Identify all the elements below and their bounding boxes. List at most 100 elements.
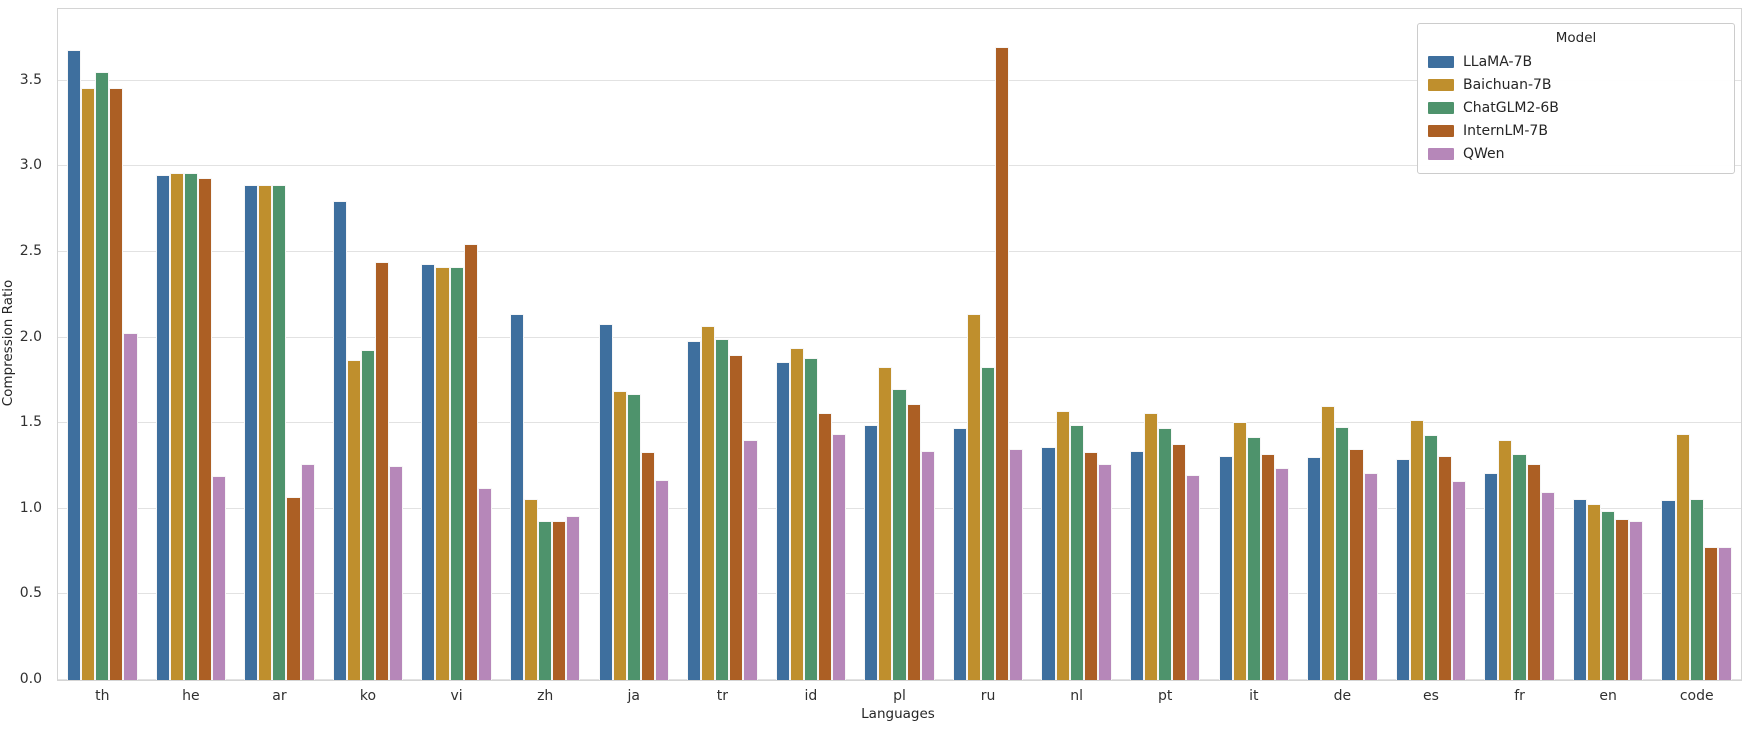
x-tick-label-ar: ar (272, 688, 287, 704)
bar-LLaMA-7B-tr (687, 341, 702, 680)
bar-QWen-ja (654, 479, 669, 680)
legend-title: Model (1555, 30, 1597, 46)
bar-Baichuan-7B-es (1409, 419, 1424, 680)
bar-QWen-nl (1097, 464, 1112, 680)
x-axis-label: Languages (861, 706, 935, 722)
bar-InternLM-7B-ko (375, 262, 390, 680)
bar-group-code: code (1652, 9, 1741, 704)
x-tick-label-de: de (1333, 688, 1352, 704)
bar-Baichuan-7B-vi (435, 267, 450, 680)
bar-QWen-de (1363, 472, 1378, 680)
bar-InternLM-7B-fr (1526, 464, 1541, 680)
y-tick-label: 0.0 (19, 671, 42, 687)
bar-LLaMA-7B-ar (244, 185, 259, 680)
bar-InternLM-7B-vi (463, 243, 478, 680)
bar-ChatGLM2-6B-nl (1069, 424, 1084, 680)
legend-label: ChatGLM2-6B (1463, 99, 1559, 116)
bar-InternLM-7B-code (1703, 546, 1718, 680)
bar-QWen-pt (1186, 474, 1201, 680)
bar-QWen-id (832, 433, 847, 680)
legend-swatch-icon (1428, 78, 1454, 91)
bar-QWen-es (1452, 481, 1467, 680)
bar-InternLM-7B-es (1438, 455, 1453, 680)
gridline (58, 336, 1741, 338)
bar-QWen-ru (1009, 448, 1024, 680)
y-tick-label: 2.0 (19, 328, 42, 345)
bar-ChatGLM2-6B-code (1689, 498, 1704, 680)
bar-LLaMA-7B-es (1395, 459, 1410, 680)
bar-QWen-pl (920, 450, 935, 680)
bar-Baichuan-7B-it (1232, 421, 1247, 680)
bar-Baichuan-7B-he (169, 173, 184, 680)
legend-label: QWen (1463, 145, 1505, 162)
bar-Baichuan-7B-id (789, 347, 804, 680)
bar-LLaMA-7B-id (775, 361, 790, 680)
bar-ChatGLM2-6B-en (1601, 510, 1616, 680)
bar-LLaMA-7B-ja (598, 323, 613, 680)
legend-item: QWen (1428, 142, 1724, 165)
bar-InternLM-7B-ja (640, 452, 655, 680)
bar-group-id: id (767, 9, 856, 704)
bar-QWen-it (1274, 467, 1290, 680)
bar-ChatGLM2-6B-ar (272, 185, 287, 680)
y-tick-label: 0.5 (19, 585, 42, 602)
bar-LLaMA-7B-pt (1129, 450, 1145, 680)
bar-group-nl: nl (1032, 9, 1121, 704)
bar-InternLM-7B-ru (995, 46, 1010, 680)
bar-group-it: it (1210, 9, 1299, 704)
y-tick-label: 1.0 (19, 499, 42, 516)
bar-group-zh: zh (501, 9, 590, 704)
x-tick-label-nl: nl (1070, 688, 1084, 704)
bar-LLaMA-7B-fr (1484, 472, 1499, 680)
bar-groups: th he ar ko vi zh ja tr id pl ru nl pt it de es fr en code (58, 9, 1741, 704)
bar-Baichuan-7B-nl (1055, 411, 1070, 680)
bar-QWen-th (123, 332, 138, 680)
bar-Baichuan-7B-fr (1498, 440, 1513, 680)
x-tick-label-zh: zh (537, 688, 554, 704)
bar-Baichuan-7B-ja (612, 390, 627, 680)
bar-group-de: de (1298, 9, 1387, 704)
bar-group-es: es (1387, 9, 1476, 704)
bar-InternLM-7B-ar (286, 496, 301, 680)
bar-Baichuan-7B-tr (701, 325, 716, 680)
x-tick-label-es: es (1423, 688, 1439, 704)
legend-item: ChatGLM2-6B (1428, 96, 1724, 119)
y-tick-label: 2.5 (19, 243, 42, 260)
bar-LLaMA-7B-de (1307, 457, 1322, 680)
bar-Baichuan-7B-pl (878, 366, 893, 680)
bar-InternLM-7B-en (1615, 519, 1630, 680)
bar-ChatGLM2-6B-de (1335, 426, 1350, 680)
bar-QWen-zh (566, 515, 581, 680)
bar-Baichuan-7B-code (1675, 433, 1690, 680)
bar-QWen-he (212, 476, 227, 680)
bar-LLaMA-7B-ru (952, 428, 967, 680)
gridline (58, 165, 1741, 167)
bar-ChatGLM2-6B-vi (449, 267, 464, 680)
bar-ChatGLM2-6B-tr (715, 339, 730, 680)
y-axis-ticks: 0.0 0.5 1.0 1.5 2.0 2.5 3.0 3.5 (0, 8, 50, 687)
bar-group-he: he (147, 9, 236, 704)
bar-QWen-ar (300, 464, 315, 680)
x-tick-label-vi: vi (450, 688, 463, 704)
bar-Baichuan-7B-zh (524, 498, 539, 680)
y-tick-label: 3.5 (19, 71, 42, 88)
legend-item: InternLM-7B (1428, 119, 1724, 142)
bar-InternLM-7B-he (197, 178, 212, 680)
gridline (58, 79, 1741, 81)
bar-QWen-en (1629, 520, 1644, 680)
bar-ChatGLM2-6B-ko (360, 349, 376, 680)
y-tick-label: 1.5 (19, 414, 42, 431)
gridline (58, 251, 1741, 253)
bar-group-ar: ar (235, 9, 324, 704)
bar-LLaMA-7B-zh (509, 313, 525, 680)
bar-group-ko: ko (324, 9, 413, 704)
bar-QWen-code (1717, 546, 1732, 680)
x-tick-label-tr: tr (716, 688, 728, 704)
legend-swatch-icon (1428, 55, 1454, 68)
x-tick-label-he: he (182, 688, 200, 704)
plot-area: th he ar ko vi zh ja tr id pl ru nl pt it de es fr en code… (57, 8, 1742, 704)
bar-Baichuan-7B-pt (1144, 412, 1159, 680)
bar-group-pt: pt (1121, 9, 1210, 704)
x-tick-label-code: code (1679, 688, 1714, 704)
